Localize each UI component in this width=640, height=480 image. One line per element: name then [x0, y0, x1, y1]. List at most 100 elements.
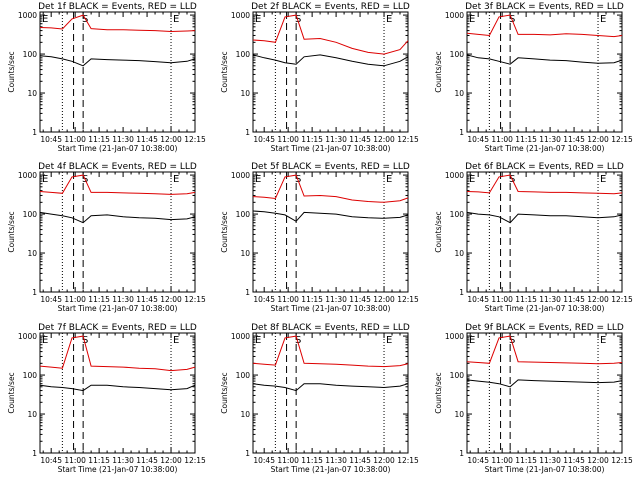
y-tick-label: 10: [454, 410, 464, 419]
marker-E: E: [255, 335, 261, 346]
y-tick-label: 10: [27, 249, 37, 258]
x-tick-label: 11:15: [301, 456, 323, 465]
series-lld: [466, 335, 623, 365]
x-tick-label: 12:15: [397, 295, 419, 304]
y-tick-label: 1: [32, 128, 37, 137]
series-events: [466, 379, 623, 388]
y-tick-label: 1000: [231, 171, 250, 180]
panel-det-1: Det 1f BLACK = Events, RED = LLD 1 10 100 10…: [7, 2, 206, 153]
marker-E: E: [42, 174, 48, 185]
y-tick-label: 1: [459, 449, 464, 458]
x-axis-label: Start Time (21-Jan-07 10:38:00): [485, 304, 605, 313]
x-tick-label: 11:30: [325, 295, 347, 304]
x-tick-label: 10:45: [40, 135, 62, 144]
x-tick-label: 11:30: [539, 135, 561, 144]
x-tick-label: 11:15: [301, 135, 323, 144]
panel-det-7: Det 7f BLACK = Events, RED = LLD 1 10 100 10…: [7, 323, 206, 474]
x-tick-label: 11:15: [515, 135, 537, 144]
y-axis-label: Counts/sec: [220, 372, 229, 413]
marker-S: S: [82, 335, 88, 346]
plot-frame: [466, 11, 623, 133]
x-tick-label: 11:45: [136, 135, 158, 144]
marker-E: E: [600, 14, 606, 25]
x-tick-label: 11:00: [277, 295, 299, 304]
x-tick-label: 10:45: [40, 456, 62, 465]
x-tick-label: 12:00: [373, 456, 395, 465]
marker-E: E: [42, 14, 48, 25]
panel-det-9: Det 9f BLACK = Events, RED = LLD 1 10 100 10…: [434, 323, 633, 474]
y-tick-label: 100: [450, 50, 465, 59]
chart-title: Det 1f BLACK = Events, RED = LLD: [38, 2, 197, 12]
chart-title: Det 2f BLACK = Events, RED = LLD: [251, 2, 410, 12]
x-tick-label: 12:00: [373, 295, 395, 304]
x-tick-label: 11:00: [491, 135, 513, 144]
y-tick-label: 1000: [231, 332, 250, 341]
panel-det-5: Det 5f BLACK = Events, RED = LLD 1 10 100 10…: [220, 162, 419, 313]
plot-frame: [466, 332, 623, 454]
series-lld: [466, 14, 623, 38]
y-tick-label: 100: [450, 371, 465, 380]
x-tick-label: 11:15: [515, 295, 537, 304]
x-tick-label: 11:45: [349, 135, 371, 144]
y-tick-label: 1: [32, 449, 37, 458]
x-tick-label: 12:15: [184, 456, 206, 465]
y-axis-label: Counts/sec: [434, 51, 443, 92]
x-axis-label: Start Time (21-Jan-07 10:38:00): [58, 144, 178, 153]
series-lld: [39, 174, 196, 195]
x-tick-label: 12:15: [184, 295, 206, 304]
x-tick-label: 12:00: [160, 295, 182, 304]
y-tick-label: 100: [450, 210, 465, 219]
series-events: [252, 54, 409, 67]
x-axis-label: Start Time (21-Jan-07 10:38:00): [271, 304, 391, 313]
x-tick-label: 12:00: [160, 456, 182, 465]
x-tick-label: 11:00: [491, 295, 513, 304]
x-tick-label: 11:45: [563, 295, 585, 304]
marker-E: E: [42, 335, 48, 346]
series-lld: [252, 14, 409, 55]
x-tick-label: 12:15: [611, 456, 633, 465]
y-tick-label: 1: [245, 449, 250, 458]
y-tick-label: 1: [459, 128, 464, 137]
y-axis-label: Counts/sec: [7, 211, 16, 252]
marker-E: E: [173, 174, 179, 185]
plot-frame: [39, 11, 196, 133]
x-tick-label: 10:45: [40, 295, 62, 304]
x-tick-label: 11:00: [277, 135, 299, 144]
x-tick-label: 11:30: [112, 456, 134, 465]
series-events: [252, 210, 409, 222]
y-tick-label: 1: [459, 288, 464, 297]
panel-det-3: Det 3f BLACK = Events, RED = LLD 1 10 100 10…: [434, 2, 633, 153]
panel-det-2: Det 2f BLACK = Events, RED = LLD 1 10 100 10…: [220, 2, 419, 153]
x-tick-label: 11:45: [136, 295, 158, 304]
x-tick-label: 10:45: [253, 295, 275, 304]
y-tick-label: 10: [240, 89, 250, 98]
x-tick-label: 12:00: [587, 295, 609, 304]
series-lld: [39, 14, 196, 33]
marker-E: E: [386, 174, 392, 185]
y-tick-label: 100: [236, 210, 251, 219]
marker-E: E: [469, 174, 475, 185]
marker-E: E: [600, 335, 606, 346]
x-tick-label: 11:30: [112, 295, 134, 304]
y-tick-label: 10: [27, 89, 37, 98]
marker-E: E: [255, 14, 261, 25]
y-tick-label: 100: [236, 50, 251, 59]
x-tick-label: 11:00: [64, 456, 86, 465]
series-events: [466, 211, 623, 224]
marker-S: S: [509, 335, 515, 346]
x-tick-label: 12:00: [587, 135, 609, 144]
x-tick-label: 11:00: [64, 135, 86, 144]
y-tick-label: 100: [23, 210, 38, 219]
chart-title: Det 5f BLACK = Events, RED = LLD: [251, 162, 410, 172]
x-tick-label: 11:00: [491, 456, 513, 465]
x-tick-label: 11:45: [563, 135, 585, 144]
series-events: [39, 55, 196, 67]
marker-S: S: [295, 335, 301, 346]
y-tick-label: 1: [245, 288, 250, 297]
x-tick-label: 11:30: [325, 135, 347, 144]
x-tick-label: 11:15: [88, 456, 110, 465]
x-tick-label: 12:15: [184, 135, 206, 144]
y-tick-label: 10: [27, 410, 37, 419]
chart-title: Det 4f BLACK = Events, RED = LLD: [38, 162, 197, 172]
